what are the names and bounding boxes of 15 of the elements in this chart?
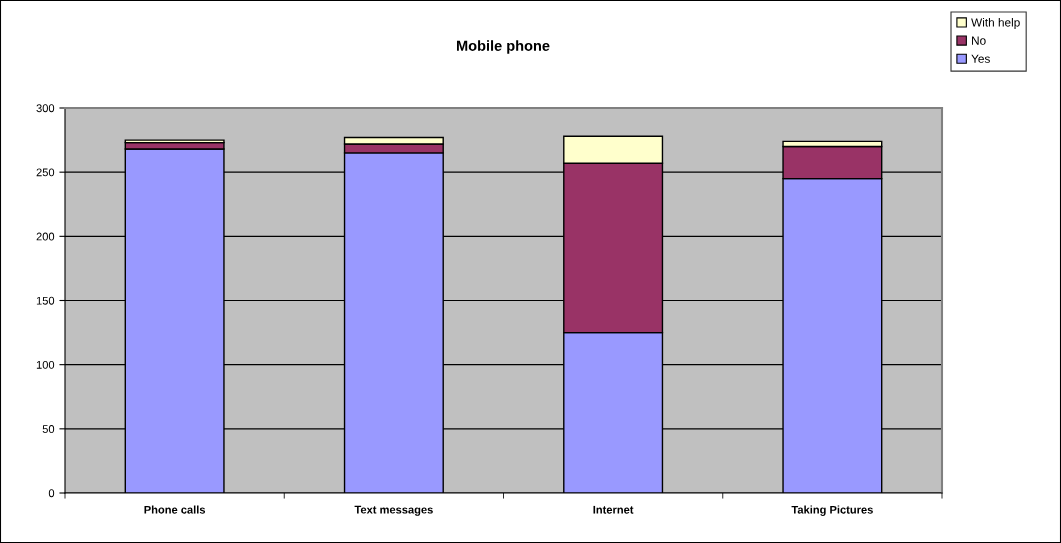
x-tick-label: Internet [593,505,634,514]
y-tick-label: 300 [36,104,55,113]
legend-label: No [972,36,986,45]
x-tick-label: Taking Pictures [791,505,873,516]
y-tick-label: 250 [36,168,55,177]
x-tick-label: Text messages [354,505,433,516]
legend-label: Yes [971,54,990,63]
y-tick-label: 200 [36,232,55,241]
y-tick-label: 150 [36,296,55,305]
y-tick-label: 50 [42,425,55,433]
y-tick-label: 100 [36,360,55,369]
y-tick-label: 0 [48,489,55,498]
legend-label: With help [971,17,1020,29]
x-tick-label: Phone calls [144,505,206,514]
chart-title: Mobile phone [456,40,550,54]
